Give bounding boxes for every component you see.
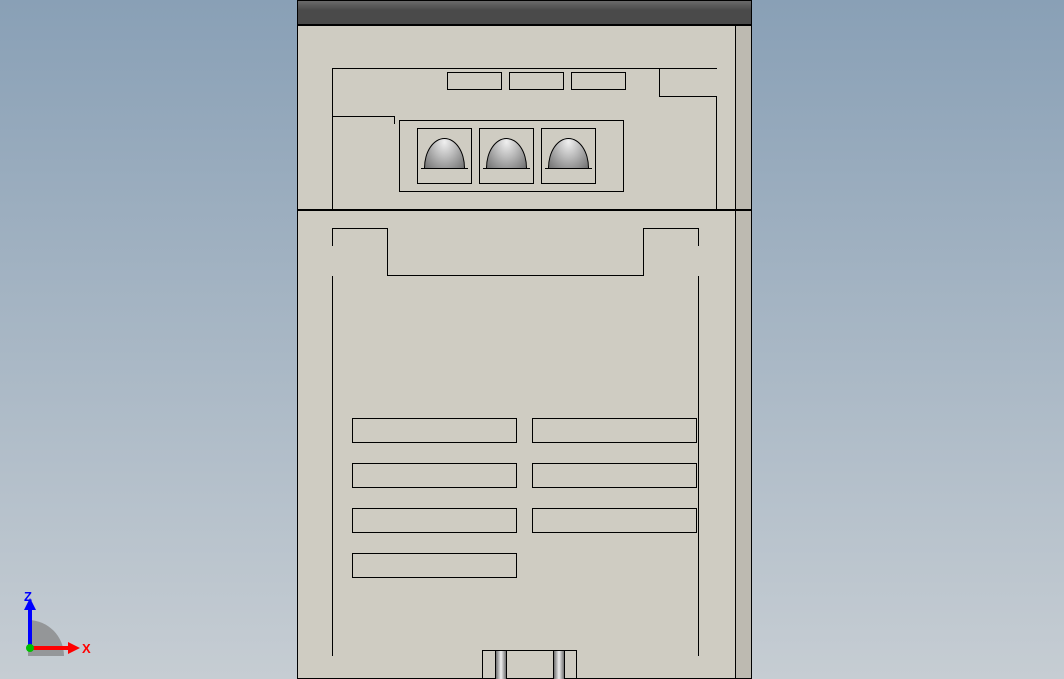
- triad-arc: [28, 620, 64, 656]
- top-tab-slot: [571, 72, 626, 90]
- orientation-triad[interactable]: Z X: [20, 584, 100, 664]
- vent-slot: [352, 553, 517, 578]
- mid-recess: [387, 228, 644, 276]
- bottom-peg: [553, 650, 565, 679]
- vent-slot: [352, 508, 517, 533]
- vent-slot: [532, 508, 697, 533]
- z-axis-label: Z: [24, 589, 32, 604]
- model-right-rail-lower: [735, 210, 752, 679]
- vent-slot: [352, 418, 517, 443]
- top-tab-slot: [447, 72, 502, 90]
- model-top-band: [297, 0, 752, 25]
- y-axis-dot: [26, 644, 34, 652]
- vent-slot: [352, 463, 517, 488]
- x-axis-arrow: [30, 646, 70, 650]
- cad-viewport[interactable]: Z X: [0, 0, 1064, 679]
- model-lower-body: [297, 210, 752, 679]
- bottom-peg: [495, 650, 507, 679]
- x-axis-label: X: [82, 641, 91, 656]
- z-axis-arrow: [28, 608, 32, 648]
- vent-slot: [532, 463, 697, 488]
- vent-slot: [532, 418, 697, 443]
- top-tab-slot: [509, 72, 564, 90]
- model-right-rail-upper: [735, 25, 752, 210]
